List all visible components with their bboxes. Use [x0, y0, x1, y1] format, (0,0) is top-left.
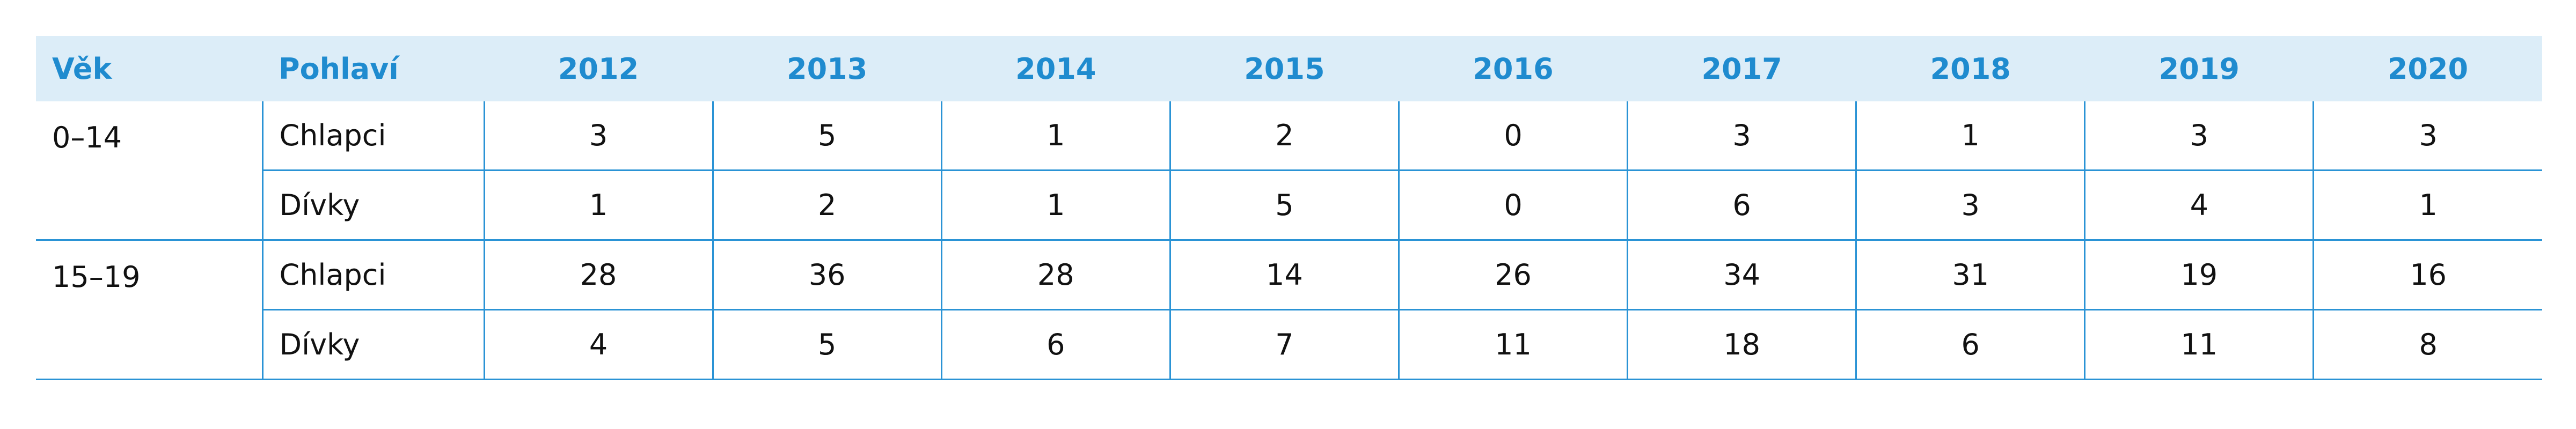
value-cell: 3 [2312, 101, 2542, 171]
value-cell: 0 [1397, 101, 1628, 171]
table-head: Věk Pohlaví 2012 2013 2014 2015 2016 2017 2018 20… [36, 36, 2542, 101]
header-cell: 2013 [713, 36, 942, 101]
table-wrapper: Věk Pohlaví 2012 2013 2014 2015 2016 2017 2018 20… [36, 36, 2542, 380]
header-cell: 2014 [941, 36, 1170, 101]
table-row: 0–14 Chlapci 3 5 1 2 0 3 1 3 3 [36, 101, 2542, 241]
sex-cell: Chlapci [261, 101, 484, 171]
value-cell: 3 [483, 101, 713, 171]
value-cell: 3 [1627, 101, 1856, 171]
value-cell: 2 [1169, 101, 1399, 171]
sex-cell: Chlapci [261, 240, 484, 310]
header-cell: 2012 [484, 36, 713, 101]
header-cell: 2015 [1170, 36, 1399, 101]
table-body: 0–14 Chlapci 3 5 1 2 0 3 1 3 3 Dívky 1 2 1 5 0 6 3 4 1 15–19 C… [36, 101, 2542, 380]
value-cell: 11 [1397, 309, 1628, 380]
value-cell: 28 [940, 240, 1170, 310]
value-cell: 1 [940, 101, 1170, 171]
value-cell: 1 [2312, 170, 2542, 241]
value-cell: 5 [1169, 170, 1399, 241]
value-cell: 14 [1169, 240, 1399, 310]
value-cell: 6 [940, 309, 1170, 380]
value-cell: 5 [712, 101, 942, 171]
age-cell: 0–14 [36, 101, 262, 241]
age-cell: 15–19 [36, 240, 262, 380]
value-cell: 1 [940, 170, 1170, 241]
sex-cell: Dívky [261, 309, 484, 380]
table-row: Dívky 4 5 6 7 11 18 6 11 8 [36, 309, 2542, 380]
value-cell: 4 [2084, 170, 2314, 241]
value-cell: 26 [1397, 240, 1628, 310]
table-row: 15–19 Chlapci 28 36 28 14 26 34 31 19 16 [36, 240, 2542, 380]
value-cell: 36 [712, 240, 942, 310]
value-cell: 7 [1169, 309, 1399, 380]
header-cell: Věk [36, 36, 262, 101]
header-cell: 2020 [2313, 36, 2542, 101]
value-cell: 1 [1855, 101, 2085, 171]
value-cell: 11 [2084, 309, 2314, 380]
value-cell: 6 [1855, 309, 2085, 380]
value-cell: 4 [483, 309, 713, 380]
value-cell: 19 [2084, 240, 2314, 310]
value-cell: 18 [1627, 309, 1856, 380]
sex-cell: Dívky [261, 170, 484, 241]
header-cell: 2016 [1399, 36, 1628, 101]
table-row: Dívky 1 2 1 5 0 6 3 4 1 [36, 170, 2542, 241]
value-cell: 28 [483, 240, 713, 310]
value-cell: 5 [712, 309, 942, 380]
value-cell: 8 [2312, 309, 2542, 380]
header-cell: 2019 [2084, 36, 2314, 101]
value-cell: 6 [1627, 170, 1856, 241]
value-cell: 3 [1855, 170, 2085, 241]
header-row: Věk Pohlaví 2012 2013 2014 2015 2016 2017 2018 20… [36, 36, 2542, 101]
value-cell: 3 [2084, 101, 2314, 171]
header-cell: 2018 [1856, 36, 2085, 101]
value-cell: 31 [1855, 240, 2085, 310]
header-cell: 2017 [1627, 36, 1856, 101]
value-cell: 1 [483, 170, 713, 241]
value-cell: 16 [2312, 240, 2542, 310]
value-cell: 2 [712, 170, 942, 241]
value-cell: 34 [1627, 240, 1856, 310]
header-cell: Pohlaví [262, 36, 484, 101]
data-table: Věk Pohlaví 2012 2013 2014 2015 2016 2017 2018 20… [36, 36, 2542, 380]
value-cell: 0 [1397, 170, 1628, 241]
